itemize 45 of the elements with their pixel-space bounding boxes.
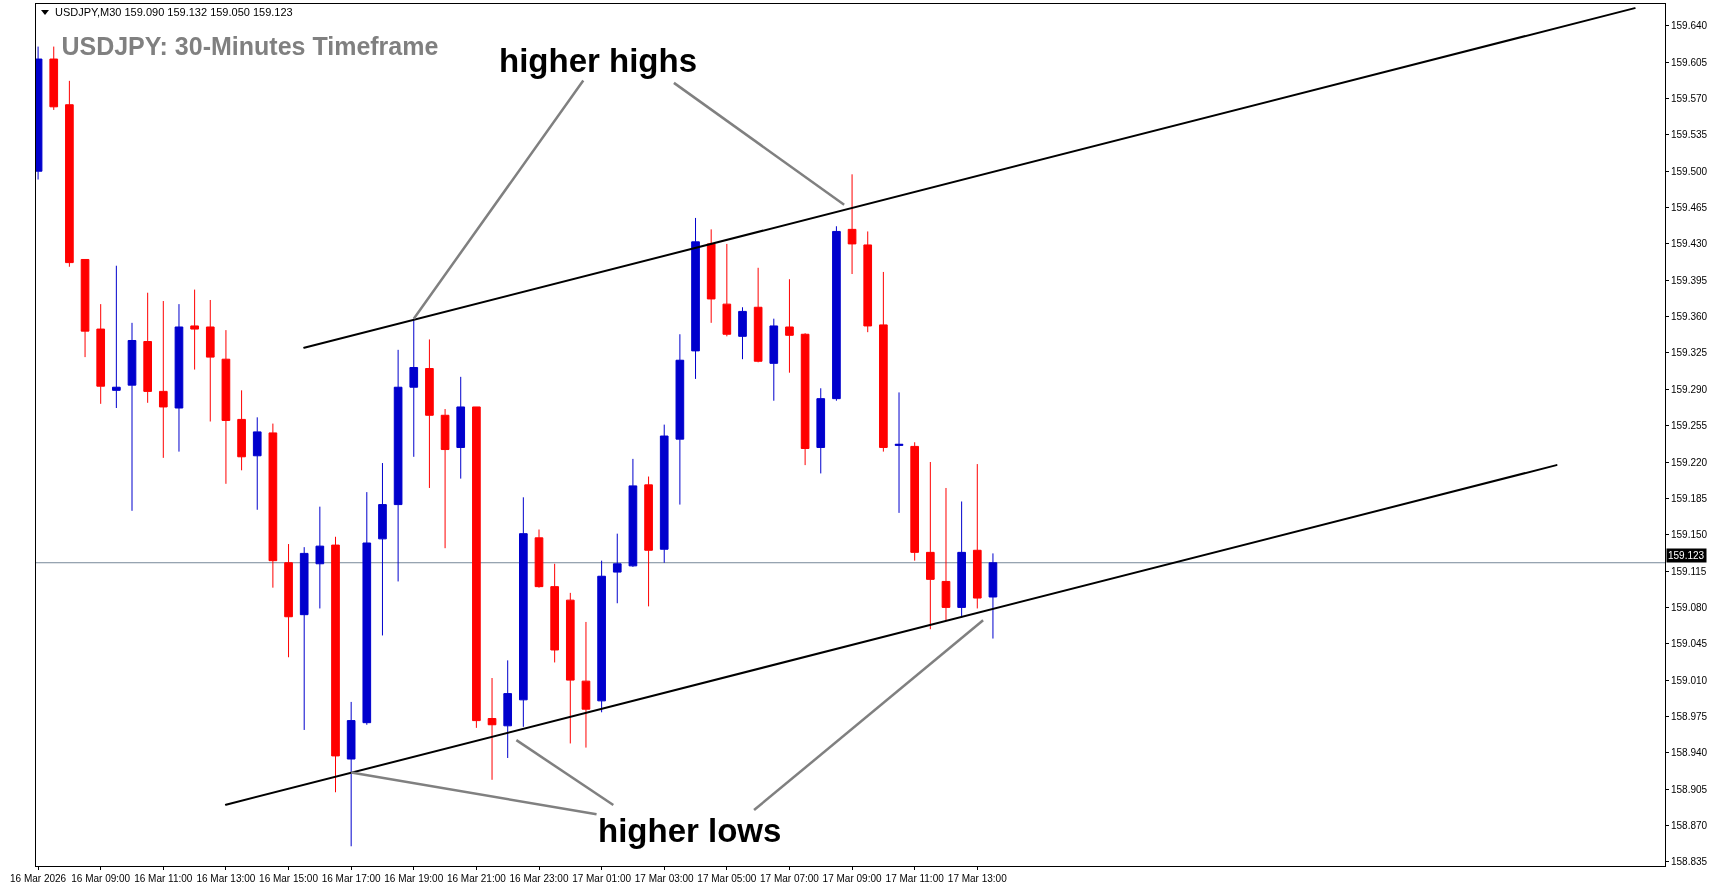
y-tick-label: 159.360 bbox=[1671, 311, 1708, 323]
annotation: higher highs bbox=[499, 42, 697, 79]
x-tick-label: 17 Mar 07:00 bbox=[759, 873, 820, 884]
y-tick-label: 159.500 bbox=[1671, 165, 1708, 177]
y-tick-label: 159.255 bbox=[1671, 420, 1708, 432]
y-tick-label: 159.395 bbox=[1671, 274, 1708, 286]
y-tick-label: 159.325 bbox=[1671, 347, 1708, 359]
y-tick-label: 158.870 bbox=[1671, 820, 1708, 831]
y-tick-label: 159.290 bbox=[1671, 383, 1708, 395]
x-tick-label: 16 Mar 11:00 bbox=[134, 873, 193, 884]
x-tick-label: 16 Mar 09:00 bbox=[71, 873, 131, 884]
x-tick-label: 17 Mar 13:00 bbox=[947, 873, 1008, 884]
x-tick-label: 17 Mar 09:00 bbox=[822, 873, 882, 884]
y-tick-label: 159.640 bbox=[1671, 20, 1708, 32]
y-tick-label: 159.115 bbox=[1671, 565, 1707, 577]
y-tick-label: 159.535 bbox=[1671, 129, 1708, 141]
x-tick-label: 16 Mar 17:00 bbox=[321, 873, 382, 884]
x-tick-label: 17 Mar 05:00 bbox=[697, 873, 757, 884]
y-tick-label: 158.975 bbox=[1671, 710, 1708, 722]
x-tick-label: 16 Mar 19:00 bbox=[384, 873, 444, 884]
chart-subtitle: USDJPY,M30 159.090 159.132 159.050 159.123 bbox=[55, 6, 293, 18]
x-tick-label: 17 Mar 11:00 bbox=[885, 873, 945, 884]
y-tick-label: 159.080 bbox=[1671, 601, 1708, 613]
y-tick-label: 159.570 bbox=[1671, 93, 1708, 105]
x-tick-label: 16 Mar 15:00 bbox=[259, 873, 319, 884]
y-tick-label: 158.940 bbox=[1671, 747, 1708, 759]
x-tick-label: 16 Mar 2026 bbox=[10, 873, 67, 884]
x-tick-label: 17 Mar 03:00 bbox=[634, 873, 695, 884]
x-tick-label: 16 Mar 13:00 bbox=[196, 873, 256, 884]
y-tick-label: 159.465 bbox=[1671, 202, 1708, 214]
y-tick-label: 159.430 bbox=[1671, 238, 1708, 250]
y-tick-label: 158.835 bbox=[1671, 856, 1708, 868]
y-tick-label: 159.185 bbox=[1671, 492, 1708, 504]
x-tick-label: 16 Mar 21:00 bbox=[446, 873, 507, 884]
ref-line-label: 159.123 bbox=[1668, 550, 1705, 561]
annotation: higher lows bbox=[598, 812, 782, 849]
y-tick-label: 159.220 bbox=[1671, 456, 1708, 468]
y-tick-label: 158.905 bbox=[1671, 783, 1708, 795]
y-tick-label: 159.010 bbox=[1671, 674, 1708, 686]
x-tick-label: 17 Mar 01:00 bbox=[572, 873, 632, 884]
y-tick-label: 159.605 bbox=[1671, 56, 1708, 68]
x-tick-label: 16 Mar 23:00 bbox=[509, 873, 569, 884]
text: USDJPY: 30-Minutes Timeframe bbox=[61, 31, 439, 60]
y-tick-label: 159.045 bbox=[1671, 638, 1708, 650]
y-tick-label: 159.150 bbox=[1671, 529, 1708, 541]
